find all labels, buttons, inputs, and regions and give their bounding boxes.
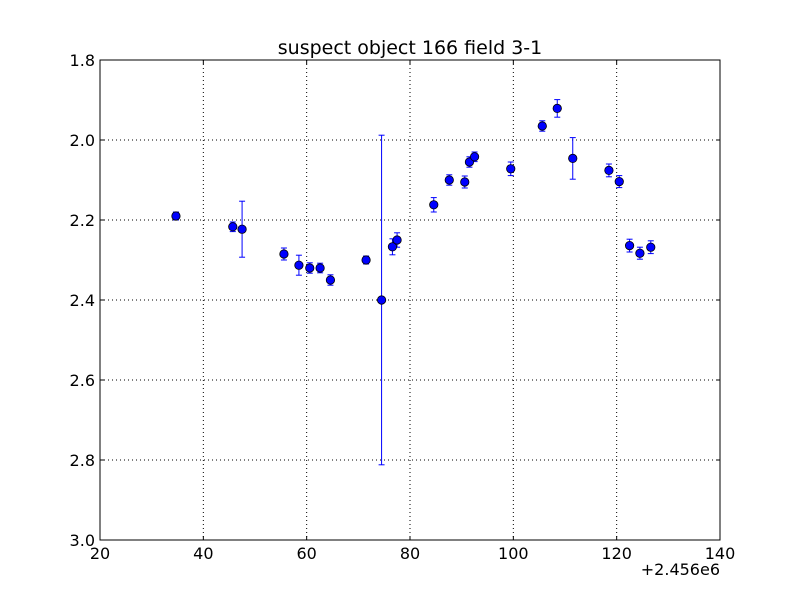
y-tick-label: 2.2 bbox=[70, 211, 95, 230]
data-point bbox=[646, 242, 656, 252]
x-tick-label: 20 bbox=[90, 544, 110, 563]
data-point bbox=[376, 295, 387, 305]
data-point bbox=[552, 103, 562, 114]
data-point bbox=[568, 153, 578, 163]
x-tick-label: 120 bbox=[601, 544, 632, 563]
data-point bbox=[361, 255, 371, 265]
chart-title: suspect object 166 field 3-1 bbox=[278, 37, 543, 59]
y-tick-label: 2.4 bbox=[70, 291, 95, 310]
data-point bbox=[279, 249, 289, 259]
axis-tick-labels: 20 40 60 80 100 120 140 1.8 2.0 2.2 2.4 2.6 2.8 3.0 bbox=[70, 51, 736, 563]
x-tick-label: 80 bbox=[400, 544, 420, 563]
x-tick-label: 140 bbox=[705, 544, 736, 563]
x-axis-offset-label: +2.456e6 bbox=[641, 560, 720, 579]
axis-ticks bbox=[99, 59, 721, 541]
y-tick-label: 2.6 bbox=[70, 371, 95, 390]
data-point bbox=[237, 224, 247, 234]
x-tick-label: 60 bbox=[296, 544, 316, 563]
data-point bbox=[506, 164, 516, 174]
data-point bbox=[635, 248, 645, 258]
data-point bbox=[294, 260, 304, 270]
data-point bbox=[469, 152, 480, 162]
data-point bbox=[315, 263, 325, 273]
data-point bbox=[444, 175, 454, 185]
data-point bbox=[392, 235, 402, 245]
data-point bbox=[429, 200, 439, 210]
data-point bbox=[387, 242, 398, 252]
data-point bbox=[325, 275, 336, 285]
data-points bbox=[171, 103, 656, 305]
data-point bbox=[537, 121, 547, 131]
x-tick-label: 100 bbox=[498, 544, 529, 563]
grid-lines bbox=[100, 60, 720, 540]
data-point bbox=[305, 263, 315, 273]
y-tick-label: 2.8 bbox=[70, 451, 95, 470]
data-point bbox=[171, 211, 181, 221]
x-tick-label: 40 bbox=[193, 544, 213, 563]
error-bars bbox=[172, 99, 654, 466]
y-tick-label: 1.8 bbox=[70, 51, 95, 70]
y-tick-label: 3.0 bbox=[70, 531, 95, 550]
data-point bbox=[460, 177, 470, 187]
data-point bbox=[604, 165, 614, 175]
data-point bbox=[624, 241, 635, 251]
y-tick-label: 2.0 bbox=[70, 131, 95, 150]
data-point bbox=[228, 222, 238, 232]
data-point bbox=[614, 177, 624, 187]
